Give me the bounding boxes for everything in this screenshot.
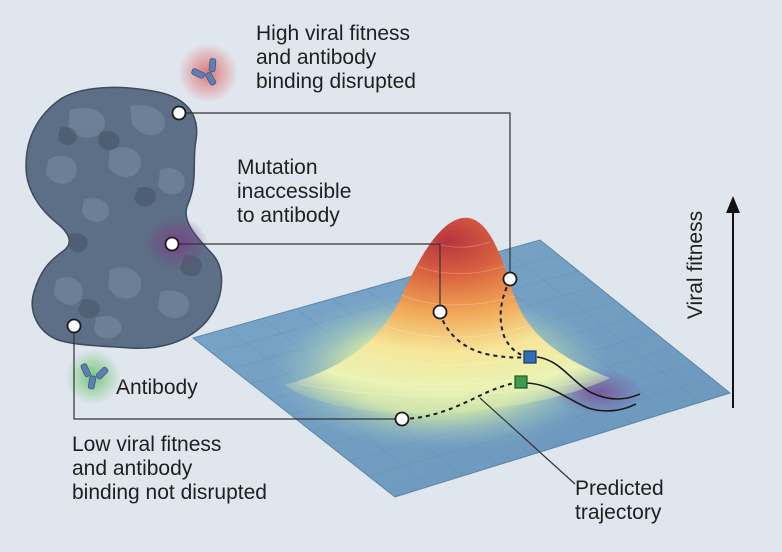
label-trajectory-line-1: Predicted (575, 477, 664, 500)
connector-high-fitness (180, 112, 511, 278)
trajectory-high (499, 279, 531, 358)
viral-fitness-axis (726, 196, 740, 408)
label-high-fitness: High viral fitness and antibody binding … (256, 22, 416, 94)
protein-structure (25, 86, 223, 350)
arrowhead-icon (726, 196, 740, 213)
node-landscape-low (394, 411, 410, 427)
label-low-fitness-line-1: Low viral fitness (72, 433, 222, 456)
node-low-fitness-site (66, 318, 82, 334)
extended-trajectories (526, 356, 641, 412)
label-high-fitness-line-2: and antibody (256, 46, 377, 69)
connector-lines (73, 112, 576, 485)
label-low-fitness-line-2: and antibody (72, 457, 193, 480)
label-inaccessible-line-3: to antibody (237, 204, 340, 227)
trajectory-inaccessible (439, 312, 531, 359)
label-high-fitness-line-3: binding disrupted (256, 70, 416, 93)
label-viral-fitness-axis: Viral fitness (684, 210, 707, 320)
label-high-fitness-line-1: High viral fitness (256, 22, 411, 45)
fitness-peak (285, 217, 610, 414)
node-high-fitness-site (171, 105, 187, 121)
label-predicted-trajectory: Predicted trajectory (575, 477, 664, 525)
antibody-icon-top (191, 58, 217, 86)
trajectory-low (401, 381, 521, 420)
antibody-icon-bottom (80, 363, 109, 390)
label-inaccessible-line-2: inaccessible (237, 180, 352, 203)
connector-trajectory (479, 397, 576, 485)
node-inaccessible-site (164, 236, 180, 252)
label-inaccessible-line-1: Mutation (237, 156, 318, 179)
node-landscape-inaccessible (432, 304, 448, 320)
label-low-fitness-line-3: binding not disrupted (72, 481, 267, 504)
blue-square-marker (523, 350, 537, 364)
predicted-trajectories (401, 279, 531, 420)
connector-low-fitness (73, 326, 402, 420)
label-inaccessible: Mutation inaccessible to antibody (237, 156, 351, 228)
label-antibody: Antibody (116, 376, 198, 399)
fitness-landscape (191, 217, 732, 498)
green-square-marker (514, 375, 528, 389)
connector-inaccessible (173, 243, 441, 311)
label-trajectory-line-2: trajectory (575, 501, 662, 524)
node-landscape-high (502, 271, 518, 287)
label-low-fitness: Low viral fitness and antibody binding n… (72, 433, 267, 505)
